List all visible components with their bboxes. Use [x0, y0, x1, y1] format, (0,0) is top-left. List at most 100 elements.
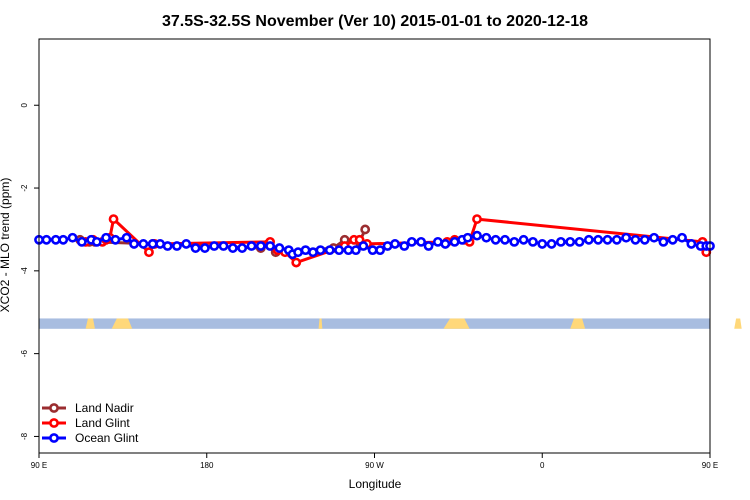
- data-point: [611, 234, 622, 245]
- legend-marker: [49, 403, 59, 413]
- data-point: [162, 241, 173, 251]
- data-point: [399, 241, 410, 251]
- data-point: [574, 236, 585, 247]
- data-point: [291, 257, 302, 268]
- data-point: [382, 241, 393, 251]
- data-point: [649, 232, 659, 243]
- series-ocean-glint: [34, 230, 715, 260]
- x-tick-label: 0: [540, 461, 545, 470]
- data-point: [308, 247, 318, 258]
- data-point: [500, 234, 510, 245]
- data-point: [324, 245, 335, 256]
- data-point: [406, 236, 417, 247]
- data-point: [565, 236, 576, 247]
- data-point: [518, 234, 529, 245]
- chart-title: 37.5S-32.5S November (Ver 10) 2015-01-01…: [162, 13, 588, 30]
- data-point: [181, 239, 192, 249]
- data-point: [138, 239, 149, 249]
- y-axis: 0 -2 -4 -6 -8: [20, 102, 39, 440]
- legend-label: Ocean Glint: [75, 431, 139, 445]
- data-point: [101, 232, 111, 243]
- y-tick-label: 0: [20, 102, 29, 107]
- map-land: [318, 318, 323, 329]
- data-point: [237, 243, 248, 253]
- data-point: [50, 234, 61, 245]
- data-point: [509, 236, 520, 247]
- data-point: [334, 245, 344, 256]
- data-point: [246, 241, 257, 251]
- legend-item: Land Nadir: [42, 401, 134, 415]
- data-point: [147, 239, 158, 249]
- data-point: [432, 236, 443, 247]
- data-point: [423, 241, 434, 251]
- y-tick-label: -2: [20, 184, 29, 192]
- y-tick-label: -8: [20, 432, 29, 440]
- data-point: [481, 232, 492, 243]
- data-point: [416, 236, 426, 247]
- data-point: [602, 234, 613, 245]
- data-point: [621, 232, 632, 243]
- map-land: [85, 318, 95, 329]
- map-land: [443, 318, 470, 329]
- x-tick-label: 90 W: [365, 461, 384, 470]
- data-point: [300, 245, 311, 256]
- data-point: [76, 236, 87, 247]
- data-point: [343, 245, 354, 256]
- data-point: [472, 230, 482, 241]
- map-land: [734, 318, 742, 329]
- legend-marker: [49, 433, 59, 443]
- legend-label: Land Nadir: [75, 401, 134, 415]
- x-axis: 90 E 180 90 W 0 90 E: [31, 453, 718, 470]
- data-point: [41, 234, 52, 245]
- data-point: [91, 236, 102, 247]
- y-axis-label: XCO2 - MLO trend (ppm): [0, 178, 12, 313]
- data-point: [546, 239, 557, 249]
- map-band: [39, 318, 742, 329]
- series-layer: [34, 214, 715, 268]
- legend-item: Ocean Glint: [42, 431, 139, 445]
- data-point: [677, 232, 687, 243]
- data-point: [274, 243, 285, 253]
- data-point: [129, 239, 139, 249]
- data-point: [155, 239, 166, 249]
- data-point: [121, 232, 132, 243]
- data-point: [462, 232, 473, 243]
- data-point: [209, 241, 220, 251]
- data-point: [555, 236, 566, 247]
- data-point: [315, 245, 326, 256]
- map-land: [111, 318, 133, 329]
- data-point: [593, 234, 604, 245]
- data-point: [367, 245, 378, 256]
- data-point: [490, 234, 501, 245]
- x-tick-label: 90 E: [702, 461, 718, 470]
- map-ocean: [39, 318, 710, 329]
- data-point: [227, 243, 238, 253]
- data-point: [172, 241, 182, 251]
- map-land: [570, 318, 586, 329]
- data-point: [472, 214, 482, 224]
- data-point: [265, 241, 276, 251]
- data-point: [583, 234, 594, 245]
- y-tick-label: -6: [20, 350, 29, 358]
- data-point: [449, 236, 460, 247]
- data-point: [440, 239, 451, 249]
- data-point: [190, 243, 201, 253]
- y-tick-label: -4: [20, 267, 29, 275]
- data-point: [358, 241, 369, 251]
- data-point: [144, 247, 154, 258]
- data-point: [528, 236, 538, 247]
- data-point: [110, 234, 121, 245]
- data-point: [67, 232, 78, 243]
- data-point: [293, 247, 303, 258]
- data-point: [58, 234, 69, 245]
- data-point: [390, 239, 400, 249]
- legend-marker: [49, 418, 59, 428]
- x-tick-label: 180: [200, 461, 214, 470]
- x-axis-label: Longitude: [349, 477, 402, 491]
- data-point: [375, 245, 385, 256]
- data-point: [630, 234, 641, 245]
- legend-item: Land Glint: [42, 416, 130, 430]
- data-point: [537, 239, 548, 249]
